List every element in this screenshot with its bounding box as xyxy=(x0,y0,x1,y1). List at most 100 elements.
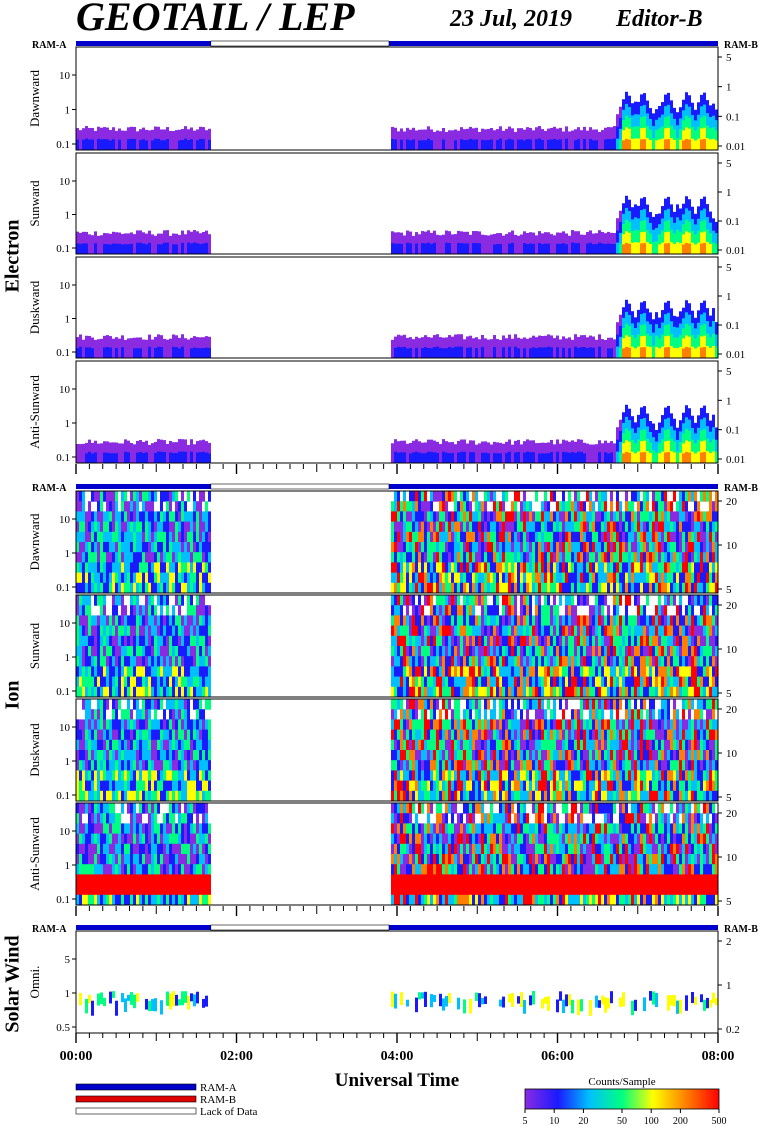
spectrogram-cell xyxy=(94,582,97,594)
spectrogram-cell xyxy=(580,595,583,606)
spectrogram-cell xyxy=(88,760,91,771)
spectrogram-cell xyxy=(172,625,175,637)
spectrogram-cell xyxy=(466,646,469,657)
spectrogram-cell xyxy=(706,656,709,667)
spectrogram-cell xyxy=(394,699,397,710)
spectrogram-cell xyxy=(88,646,91,657)
spectrogram-cell xyxy=(592,444,595,464)
spectrogram-cell xyxy=(460,605,463,616)
spectrogram-cell xyxy=(199,491,202,502)
spectrogram-cell xyxy=(400,699,403,710)
spectrogram-cell xyxy=(127,615,130,627)
spectrogram-cell xyxy=(652,501,655,512)
spectrogram-cell xyxy=(508,126,511,139)
spectrogram-cell xyxy=(85,676,88,688)
spectrogram-cell xyxy=(661,656,664,667)
spectrogram-cell xyxy=(652,241,655,255)
left-tick-label: 0.1 xyxy=(56,582,70,594)
spectrogram-cell xyxy=(88,451,91,464)
spectrogram-cell xyxy=(484,542,487,553)
spectrogram-cell xyxy=(544,656,547,667)
spectrogram-cell xyxy=(412,739,415,751)
spectrogram-cell xyxy=(157,552,160,563)
spectrogram-cell xyxy=(394,750,397,761)
spectrogram-cell xyxy=(679,511,682,523)
spectrogram-cell xyxy=(442,347,445,359)
spectrogram-cell xyxy=(664,335,667,348)
spectrogram-cell xyxy=(208,452,211,464)
spectrogram-cell xyxy=(652,345,655,359)
spectrogram-cell xyxy=(145,451,148,464)
spectrogram-cell xyxy=(601,686,604,698)
spectrogram-cell xyxy=(82,562,85,574)
spectrogram-cell xyxy=(436,750,439,761)
spectrogram-cell xyxy=(427,739,430,751)
spectrogram-cell xyxy=(202,686,205,698)
spectrogram-cell xyxy=(133,582,136,594)
spectrogram-cell xyxy=(697,310,700,323)
spectrogram-cell xyxy=(463,595,466,606)
spectrogram-cell xyxy=(601,656,604,667)
spectrogram-cell xyxy=(676,686,679,698)
spectrogram-cell xyxy=(715,552,718,563)
spectrogram-cell xyxy=(481,666,484,678)
spectrogram-cell xyxy=(511,635,514,647)
spectrogram-cell xyxy=(424,686,427,698)
spectrogram-cell xyxy=(637,552,640,563)
spectrogram-cell xyxy=(712,511,715,523)
spectrogram-cell xyxy=(115,615,118,627)
spectrogram-cell xyxy=(427,780,430,792)
spectrogram-cell xyxy=(166,635,169,647)
spectrogram-cell xyxy=(430,719,433,731)
spectrogram-cell xyxy=(514,625,517,637)
spectrogram-cell xyxy=(541,501,544,512)
spectrogram-cell xyxy=(622,432,625,444)
spectrogram-cell xyxy=(172,572,175,584)
spectrogram-cell xyxy=(511,338,514,359)
spectrogram-cell xyxy=(529,595,532,606)
spectrogram-cell xyxy=(556,511,559,523)
spectrogram-cell xyxy=(151,572,154,584)
spectrogram-cell xyxy=(514,615,517,627)
spectrogram-cell xyxy=(127,127,130,140)
spectrogram-cell xyxy=(712,115,715,128)
spectrogram-cell xyxy=(661,646,664,657)
spectrogram-cell xyxy=(613,339,616,359)
spectrogram-cell xyxy=(112,542,115,553)
spectrogram-cell xyxy=(502,582,505,594)
spectrogram-cell xyxy=(451,336,454,348)
spectrogram-cell xyxy=(697,102,700,115)
spectrogram-cell xyxy=(589,511,592,523)
spectrogram-cell xyxy=(637,686,640,698)
spectrogram-cell xyxy=(193,552,196,563)
spectrogram-cell xyxy=(157,138,160,151)
spectrogram-cell xyxy=(664,572,667,584)
spectrogram-cell xyxy=(547,625,550,637)
spectrogram-cell xyxy=(682,243,685,255)
spectrogram-cell xyxy=(481,625,484,637)
spectrogram-cell xyxy=(643,115,646,128)
spectrogram-cell xyxy=(400,128,403,140)
spectrogram-cell xyxy=(160,243,163,255)
spectrogram-cell xyxy=(532,511,535,523)
spectrogram-cell xyxy=(493,130,496,151)
spectrogram-cell xyxy=(430,582,433,594)
spectrogram-cell xyxy=(679,686,682,698)
spectrogram-cell xyxy=(433,676,436,688)
spectrogram-cell xyxy=(637,676,640,688)
spectrogram-cell xyxy=(118,770,121,782)
spectrogram-cell xyxy=(700,562,703,574)
spectrogram-cell xyxy=(85,582,88,594)
spectrogram-cell xyxy=(634,125,637,139)
spectrogram-cell xyxy=(589,615,592,627)
spectrogram-cell xyxy=(427,770,430,782)
spectrogram-cell xyxy=(148,739,151,751)
spectrogram-cell xyxy=(490,139,493,151)
spectrogram-cell xyxy=(178,521,181,533)
spectrogram-cell xyxy=(715,686,718,698)
spectrogram-cell xyxy=(133,501,136,512)
spectrogram-cell xyxy=(427,760,430,771)
spectrogram-cell xyxy=(481,635,484,647)
spectrogram-cell xyxy=(205,531,208,543)
spectrogram-cell xyxy=(556,656,559,667)
